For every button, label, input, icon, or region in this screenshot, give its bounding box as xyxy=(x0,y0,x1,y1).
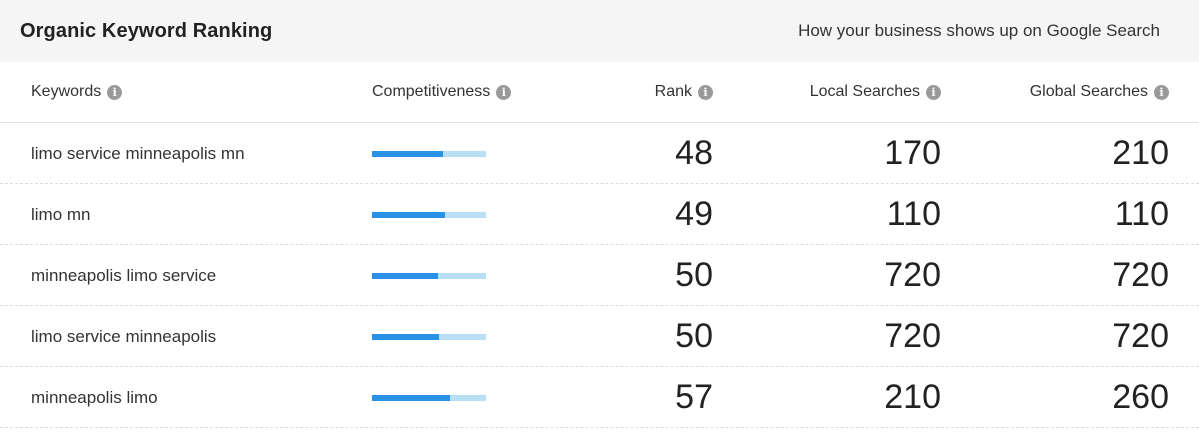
global-searches-value: 210 xyxy=(1112,134,1169,172)
info-icon[interactable]: i xyxy=(926,84,941,100)
column-header-local-searches: Local Searches i xyxy=(810,62,941,122)
column-header-keywords: Keywords i xyxy=(31,62,123,122)
panel-title: Organic Keyword Ranking xyxy=(20,19,273,42)
competitiveness-bar-fill xyxy=(372,333,440,340)
info-icon[interactable]: i xyxy=(496,84,512,100)
keyword-text: limo service minneapolis xyxy=(31,326,217,346)
table-row: limo mn 49 110 110 xyxy=(0,184,1199,245)
column-header-local-searches-label: Local Searches xyxy=(809,83,920,100)
competitiveness-bar-fill xyxy=(372,272,439,279)
panel-header: Organic Keyword Ranking How your busines… xyxy=(0,0,1199,62)
info-icon[interactable]: i xyxy=(107,84,123,100)
competitiveness-bar xyxy=(372,211,486,218)
column-header-rank-label: Rank xyxy=(654,83,692,100)
competitiveness-bar xyxy=(372,394,486,401)
keyword-text: minneapolis limo service xyxy=(31,265,217,285)
local-searches-value: 170 xyxy=(884,134,941,172)
competitiveness-bar xyxy=(372,333,486,340)
global-searches-value: 260 xyxy=(1112,378,1169,416)
local-searches-value: 210 xyxy=(884,378,941,416)
table-row: limo service minneapolis mn 48 170 210 xyxy=(0,123,1199,184)
column-header-competitiveness-label: Competitiveness xyxy=(372,83,491,100)
column-header-global-searches-label: Global Searches xyxy=(1029,83,1148,100)
column-header-competitiveness: Competitiveness i xyxy=(372,62,512,122)
table-row: minneapolis limo 57 210 260 xyxy=(0,367,1199,428)
competitiveness-bar xyxy=(372,272,486,279)
local-searches-value: 110 xyxy=(886,195,941,233)
table-row: minneapolis limo service 50 720 720 xyxy=(0,245,1199,306)
rank-value: 57 xyxy=(675,378,713,416)
local-searches-value: 720 xyxy=(884,317,941,355)
global-searches-value: 110 xyxy=(1114,195,1169,233)
column-header-global-searches: Global Searches i xyxy=(1030,62,1169,122)
table-body: limo service minneapolis mn 48 170 210 l… xyxy=(0,123,1199,428)
global-searches-value: 720 xyxy=(1112,317,1169,355)
competitiveness-bar xyxy=(372,150,486,157)
competitiveness-bar-fill xyxy=(372,211,445,218)
column-header-keywords-label: Keywords xyxy=(31,83,102,100)
rank-value: 48 xyxy=(675,134,713,172)
keyword-text: minneapolis limo xyxy=(31,387,158,407)
rank-value: 49 xyxy=(675,195,713,233)
global-searches-value: 720 xyxy=(1112,256,1169,294)
competitiveness-bar-fill xyxy=(372,394,450,401)
rank-value: 50 xyxy=(675,256,713,294)
local-searches-value: 720 xyxy=(884,256,941,294)
competitiveness-bar-fill xyxy=(372,150,443,157)
panel-subtitle: How your business shows up on Google Sea… xyxy=(798,21,1160,40)
table-header-row: Keywords i Competitiveness i Rank i Loca… xyxy=(0,62,1199,123)
info-icon[interactable]: i xyxy=(698,84,713,100)
keyword-text: limo mn xyxy=(31,204,91,224)
keyword-text: limo service minneapolis mn xyxy=(31,143,245,163)
table-row: limo service minneapolis 50 720 720 xyxy=(0,306,1199,367)
info-icon[interactable]: i xyxy=(1154,84,1169,100)
rank-value: 50 xyxy=(675,317,713,355)
column-header-rank: Rank i xyxy=(655,62,713,122)
